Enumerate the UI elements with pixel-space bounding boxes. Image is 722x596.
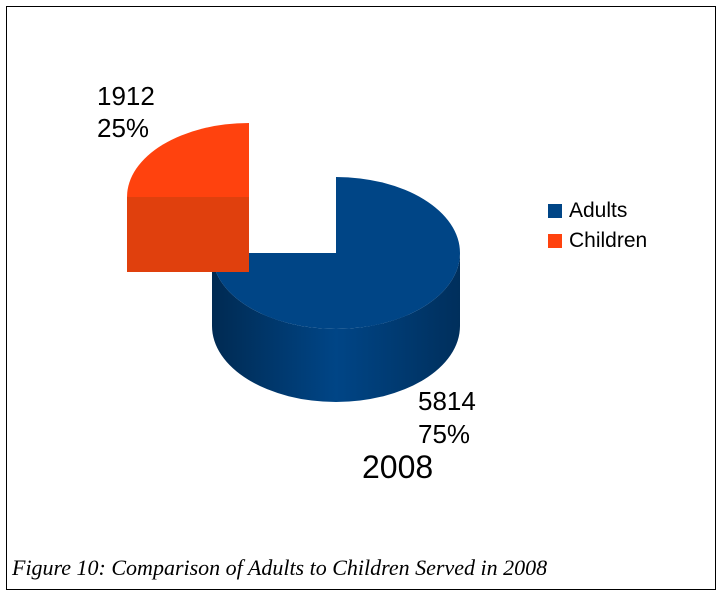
pie-slice-adults-top (212, 177, 460, 329)
pie-slice-children (127, 123, 249, 272)
data-label-adults-percent: 75% (418, 419, 470, 449)
pie-slice-children-top (127, 123, 249, 197)
pie-slice-adults-side (212, 253, 460, 402)
legend-item-children: Children (548, 226, 647, 256)
legend-label-children: Children (569, 229, 648, 252)
pie-slice-adults (212, 177, 460, 402)
figure-caption: Figure 10: Comparison of Adults to Child… (12, 555, 548, 580)
data-label-children-percent: 25% (97, 113, 149, 143)
chart-title: 2008 (362, 449, 433, 485)
data-label-children-value: 1912 (97, 81, 155, 111)
legend-label-adults: Adults (569, 199, 628, 222)
chart-legend: Adults Children (548, 196, 647, 256)
legend-item-adults: Adults (548, 196, 647, 226)
legend-swatch-adults (548, 204, 562, 218)
legend-swatch-children (548, 234, 562, 248)
pie-slice-children-side (127, 197, 249, 272)
data-label-adults-value: 5814 (418, 386, 476, 416)
